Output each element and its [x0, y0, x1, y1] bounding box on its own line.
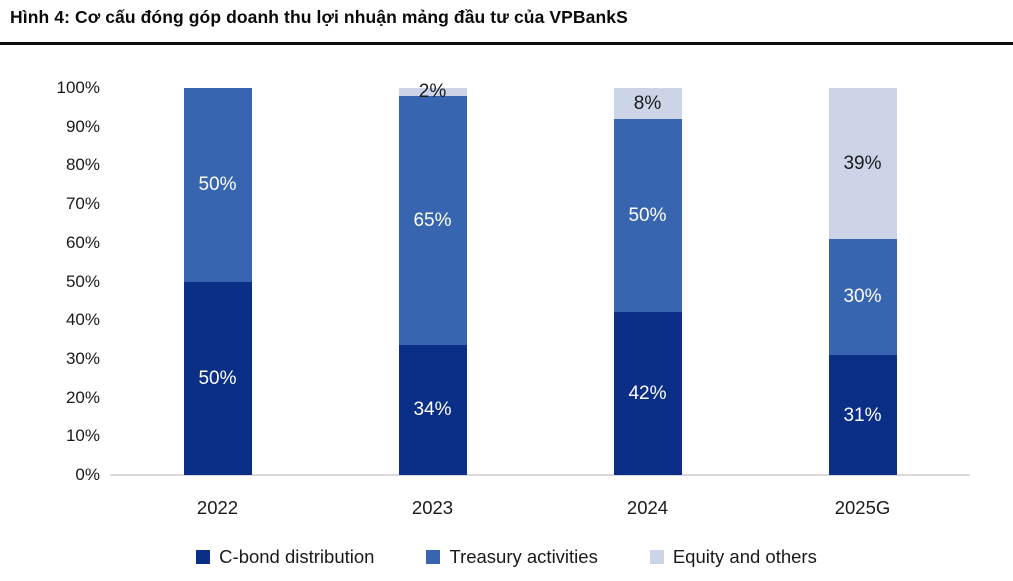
bar-segment-2024-equity-and-others: 8%	[613, 88, 682, 119]
bar-segment-label: 34%	[413, 399, 452, 421]
bar-segment-label: 39%	[843, 152, 882, 174]
legend-item-c-bond-distribution: C-bond distribution	[196, 546, 374, 568]
y-axis-tick-label: 40%	[65, 310, 100, 330]
legend-item-equity-and-others: Equity and others	[649, 546, 817, 568]
bar-segment-2024-treasury-activities: 50%	[613, 118, 682, 313]
bar-segment-label: 30%	[843, 286, 882, 308]
bar-segment-2025G-c-bond-distribution: 31%	[828, 355, 897, 475]
bar-segment-2023-c-bond-distribution: 34%	[398, 344, 467, 475]
bar-segment-2022-treasury-activities: 50%	[183, 88, 252, 282]
x-axis-label-2023: 2023	[411, 497, 454, 518]
bar-segment-label: 50%	[198, 367, 237, 389]
bar-segment-label: 50%	[198, 174, 237, 196]
bar-segment-label: 42%	[628, 383, 667, 405]
bar-segment-label: 2%	[418, 81, 447, 103]
title-rule	[0, 42, 1013, 45]
y-axis-tick-label: 90%	[65, 116, 100, 136]
y-axis-tick-label: 70%	[65, 194, 100, 214]
legend-label: Equity and others	[672, 546, 817, 567]
legend-swatch-icon	[649, 550, 664, 564]
y-axis-tick-label: 50%	[65, 271, 100, 291]
y-axis-tick-label: 0%	[75, 465, 100, 484]
legend-label: C-bond distribution	[219, 546, 375, 567]
y-axis-tick-label: 80%	[65, 155, 100, 175]
y-axis-tick-label: 10%	[65, 426, 100, 446]
bar-segment-2025G-treasury-activities: 30%	[828, 238, 897, 356]
bar-segment-2024-c-bond-distribution: 42%	[613, 312, 682, 475]
bar-segment-label: 8%	[633, 92, 662, 114]
y-axis-tick-label: 100%	[56, 78, 100, 97]
x-axis-label-2022: 2022	[196, 497, 239, 518]
figure-title: Hình 4: Cơ cấu đóng góp doanh thu lợi nh…	[10, 7, 628, 27]
bar-segment-2025G-equity-and-others: 39%	[828, 88, 897, 239]
bar-segment-label: 50%	[628, 205, 667, 227]
y-axis-tick-label: 60%	[65, 232, 100, 252]
x-axis-label-2025G: 2025G	[834, 497, 891, 518]
legend-item-treasury-activities: Treasury activities	[426, 546, 598, 568]
legend-label: Treasury activities	[449, 546, 598, 567]
bar-segment-2023-treasury-activities: 65%	[398, 95, 467, 345]
chart-legend: C-bond distribution Treasury activities Eq…	[0, 546, 1013, 568]
legend-swatch-icon	[196, 550, 211, 564]
bar-segment-label: 31%	[843, 404, 882, 426]
bar-segment-2023-equity-and-others: 2%	[398, 82, 467, 101]
x-axis-baseline	[110, 474, 970, 476]
y-axis-tick-label: 30%	[65, 348, 100, 368]
legend-swatch-icon	[426, 550, 441, 564]
bar-segment-label: 65%	[413, 209, 452, 231]
x-axis-label-2024: 2024	[626, 497, 669, 518]
y-axis-tick-label: 20%	[65, 387, 100, 407]
bar-segment-2022-c-bond-distribution: 50%	[183, 281, 252, 475]
